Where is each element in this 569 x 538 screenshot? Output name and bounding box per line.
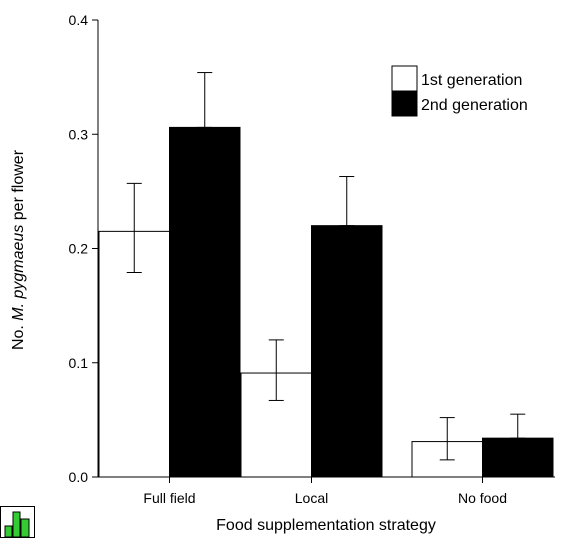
legend-swatch: [391, 90, 418, 117]
bars: [98, 126, 554, 478]
chart-app-logo-icon: [0, 506, 35, 538]
legend-label: 2nd generation: [421, 97, 528, 114]
error-bars: [126, 72, 526, 461]
legend-swatch: [391, 65, 418, 92]
logo-bar: [20, 518, 30, 538]
y-tick-label: 0.2: [69, 241, 89, 257]
bar: [311, 225, 383, 478]
legend: 1st generation 2nd generation: [391, 65, 528, 117]
y-axis-title-suffix: per flower: [10, 149, 27, 224]
y-axis-title: No. M. pygmaeus per flower: [10, 149, 27, 350]
x-tick-label: Local: [295, 490, 328, 506]
y-tick-label: 0.4: [69, 12, 89, 28]
y-tick-label: 0.0: [69, 469, 89, 485]
x-tick-label: Full field: [143, 490, 195, 506]
bar: [482, 437, 554, 478]
x-axis-title: Food supplementation strategy: [216, 517, 436, 534]
legend-label: 1st generation: [421, 72, 522, 89]
bar: [169, 126, 241, 478]
axes: 0.0 0.1 0.2 0.3 0.4 Full field Local No food: [69, 12, 555, 506]
y-axis-title-prefix: No.: [10, 321, 27, 350]
y-tick-label: 0.3: [69, 126, 89, 142]
y-axis-title-species: M. pygmaeus: [10, 225, 27, 321]
logo-bar: [12, 511, 21, 538]
logo-bar: [4, 525, 13, 538]
x-tick-label: No food: [458, 490, 507, 506]
y-tick-label: 0.1: [69, 355, 89, 371]
